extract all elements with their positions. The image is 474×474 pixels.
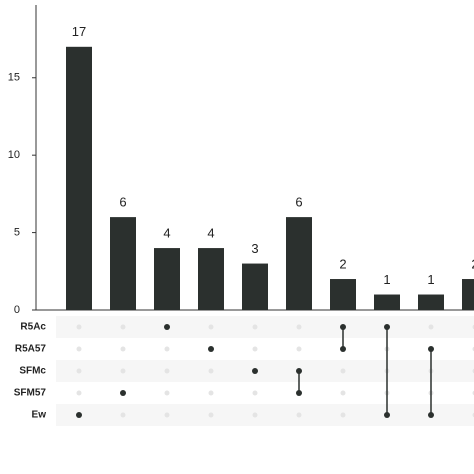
empty-dot [76,390,82,396]
set-label: R5Ac [20,322,46,333]
empty-dot [164,368,170,374]
y-tick-label: 0 [14,304,20,316]
bar-label: 1 [383,272,390,287]
empty-dot [252,390,258,396]
empty-dot [120,368,126,374]
bar-label: 4 [163,226,170,241]
set-label: SFM57 [14,388,47,399]
bar-label: 3 [251,241,258,256]
bar [198,248,224,310]
set-label: R5A57 [15,344,47,355]
member-dot [428,412,434,418]
member-dot [340,346,346,352]
row-band [56,404,474,426]
empty-dot [296,412,302,418]
empty-dot [252,324,258,330]
member-dot [76,412,82,418]
row-band [56,360,474,382]
y-tick-label: 15 [8,72,20,84]
set-label: Ew [32,410,47,421]
bar [330,279,356,310]
empty-dot [164,346,170,352]
member-dot [252,368,258,374]
member-dot [164,324,170,330]
bar-label: 6 [119,195,126,210]
empty-dot [208,324,214,330]
empty-dot [120,324,126,330]
bar [154,248,180,310]
empty-dot [340,368,346,374]
empty-dot [76,368,82,374]
empty-dot [296,324,302,330]
bar [286,217,312,310]
y-tick-label: 10 [8,149,20,161]
bar [418,294,444,310]
empty-dot [76,346,82,352]
member-dot [296,368,302,374]
empty-dot [340,412,346,418]
bar-label: 17 [72,24,86,39]
empty-dot [252,412,258,418]
bar-label: 2 [339,256,346,271]
row-band [56,338,474,360]
empty-dot [252,346,258,352]
row-band [56,316,474,338]
empty-dot [120,346,126,352]
empty-dot [76,324,82,330]
bar-label: 6 [295,195,302,210]
bar-label: 4 [207,226,214,241]
empty-dot [208,368,214,374]
y-tick-label: 5 [14,226,20,238]
bar-label: 1 [427,272,434,287]
row-band [56,382,474,404]
member-dot [384,324,390,330]
bar [374,294,400,310]
bar [66,46,92,310]
empty-dot [120,412,126,418]
set-label: SFMc [19,366,46,377]
member-dot [208,346,214,352]
bar [242,263,268,310]
empty-dot [164,390,170,396]
empty-dot [296,346,302,352]
member-dot [296,390,302,396]
empty-dot [208,390,214,396]
member-dot [428,346,434,352]
bar-label: 2 [471,256,474,271]
bar [462,279,474,310]
member-dot [340,324,346,330]
member-dot [120,390,126,396]
empty-dot [340,390,346,396]
empty-dot [208,412,214,418]
bar [110,217,136,310]
member-dot [384,412,390,418]
empty-dot [428,324,434,330]
empty-dot [164,412,170,418]
